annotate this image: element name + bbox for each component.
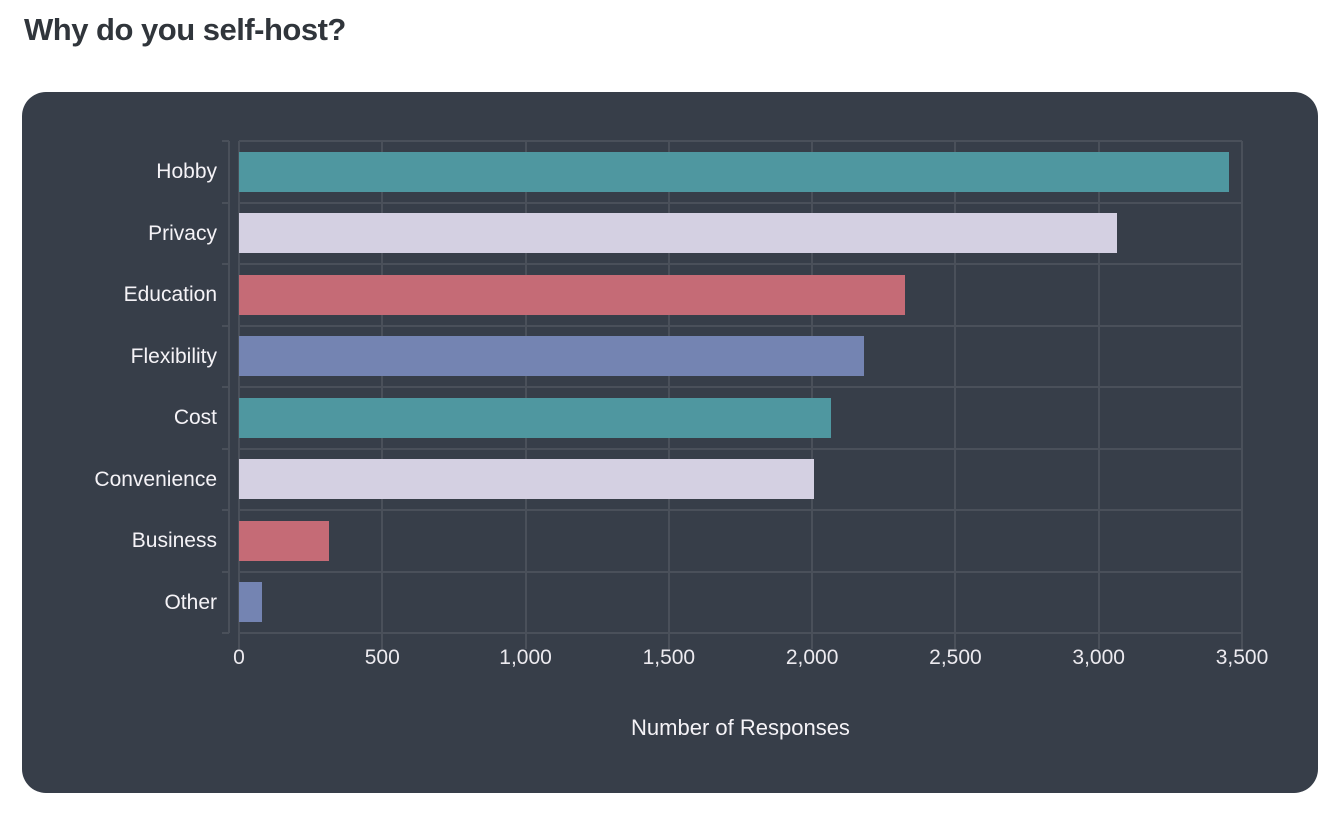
x-axis-tick — [524, 633, 527, 649]
x-axis-tick — [381, 633, 384, 649]
gridline-horizontal — [239, 140, 1242, 142]
y-axis-tick — [222, 447, 229, 450]
y-axis-tick — [222, 201, 229, 204]
bar-privacy — [239, 213, 1118, 254]
x-axis-tick — [811, 633, 814, 649]
gridline-horizontal — [239, 201, 1242, 204]
y-axis-labels: Hobby Privacy Education Flexibility Cost Conv… — [22, 141, 217, 633]
y-axis-tick — [222, 570, 229, 573]
bar-education — [239, 274, 906, 315]
bar-convenience — [239, 459, 814, 500]
x-axis-title: Number of Responses — [631, 715, 850, 740]
x-axis-tick — [238, 633, 240, 649]
x-tick-label: 3,500 — [1215, 646, 1269, 669]
bar-hobby — [239, 151, 1230, 192]
y-axis-tick — [222, 140, 229, 142]
x-tick-label: 1,500 — [642, 646, 696, 669]
y-category-label: Education — [123, 283, 217, 307]
y-axis-line — [228, 141, 230, 633]
y-category-label: Privacy — [148, 221, 217, 245]
y-category-label: Other — [164, 590, 217, 614]
gridline-horizontal — [239, 386, 1242, 388]
y-axis-tick — [222, 263, 229, 265]
gridline-vertical — [1241, 141, 1243, 633]
x-tick-label: 3,000 — [1072, 646, 1125, 669]
y-axis-tick — [222, 386, 229, 388]
gridline-horizontal — [239, 509, 1242, 511]
x-axis-tick — [954, 633, 957, 649]
y-axis-tick — [222, 324, 229, 327]
bar-business — [239, 520, 330, 561]
x-tick-label: 1,000 — [499, 646, 552, 669]
y-axis-tick — [222, 509, 229, 511]
y-category-label: Flexibility — [130, 344, 217, 368]
y-category-label: Cost — [173, 406, 217, 430]
gridline-horizontal — [239, 447, 1242, 450]
x-axis-tick — [1097, 633, 1100, 649]
gridline-horizontal — [239, 632, 1242, 634]
chart-card: Hobby Privacy Education Flexibility Cost Conv… — [22, 92, 1318, 793]
x-axis-tick — [667, 633, 670, 649]
bar-other — [239, 582, 262, 623]
x-tick-label: 0 — [233, 646, 245, 669]
y-axis-tick — [222, 632, 229, 634]
bar-flexibility — [239, 336, 864, 377]
y-category-label: Convenience — [94, 467, 217, 491]
gridline-horizontal — [239, 263, 1242, 265]
page-title: Why do you self-host? — [24, 12, 346, 47]
gridline-horizontal — [239, 324, 1242, 327]
y-category-label: Business — [131, 529, 217, 553]
y-category-label: Hobby — [156, 160, 217, 184]
x-tick-label: 500 — [364, 646, 400, 669]
gridline-horizontal — [239, 570, 1242, 573]
x-axis-tick — [1241, 633, 1243, 649]
plot-area: Number of Responses 0 500 1,000 1,500 2,000 2… — [222, 140, 1268, 740]
bar-cost — [239, 397, 831, 438]
x-tick-label: 2,000 — [785, 646, 839, 669]
x-tick-label: 2,500 — [929, 646, 982, 669]
